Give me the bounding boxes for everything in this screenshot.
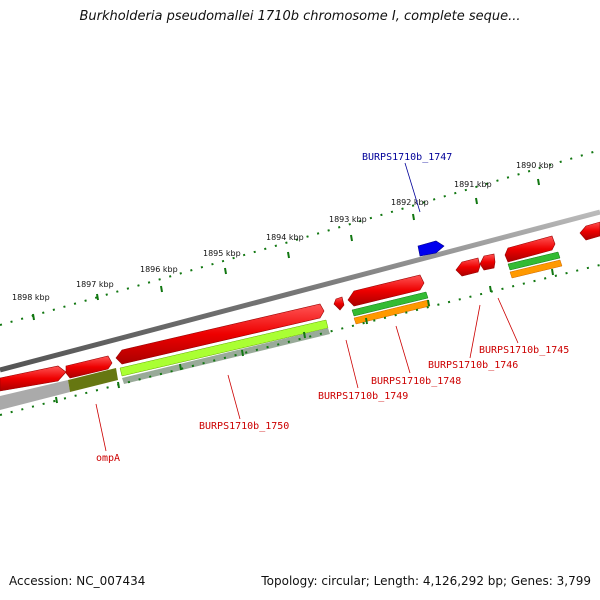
gene-arrow (333, 296, 345, 311)
gene-label-1746: BURPS1710b_1746 (428, 360, 518, 371)
gene-labels: BURPS1710b_1747 BURPS1710b_1745 BURPS171… (96, 152, 569, 464)
outer-scale-track (0, 149, 600, 326)
forward-genes (0, 221, 600, 392)
gene-arrow (479, 253, 496, 271)
gene-arrow-blue (417, 240, 445, 257)
gene-arrow (504, 235, 556, 263)
gene-label-1745: BURPS1710b_1745 (479, 345, 569, 356)
gene-label-1750: BURPS1710b_1750 (199, 421, 289, 432)
scale-label: 1894 kbp (266, 233, 304, 242)
topology-text: Topology: circular; Length: 4,126,292 bp… (261, 574, 591, 588)
scale-label: 1897 kbp (76, 280, 114, 289)
chromosome-backbone (0, 209, 600, 373)
accession-text: Accession: NC_007434 (9, 574, 146, 588)
scale-label: 1890 kbp (516, 161, 554, 170)
scale-labels: 1898 kbp 1897 kbp 1896 kbp 1895 kbp 1894… (12, 161, 554, 302)
scale-label: 1892 kbp (391, 198, 429, 207)
map-title: Burkholderia pseudomallei 1710b chromoso… (79, 9, 521, 24)
gene-arrow (65, 355, 113, 379)
gene-arrow (115, 303, 325, 365)
scale-label: 1895 kbp (203, 249, 241, 258)
gene-label-1748: BURPS1710b_1748 (371, 376, 461, 387)
gene-label-1747: BURPS1710b_1747 (362, 152, 452, 163)
scale-label: 1891 kbp (454, 180, 492, 189)
gene-label-ompA: ompA (96, 453, 120, 464)
scale-label: 1893 kbp (329, 215, 367, 224)
gene-arrow (579, 221, 600, 241)
inner-scale-track (0, 264, 600, 416)
scale-label: 1896 kbp (140, 265, 178, 274)
gene-arrow (455, 257, 481, 277)
leader-lines (95, 162, 519, 452)
scale-label: 1898 kbp (12, 293, 50, 302)
gene-arrow (0, 365, 67, 392)
gene-arrow (347, 274, 425, 307)
outer-scale-ticks (32, 178, 540, 321)
gene-label-1749: BURPS1710b_1749 (318, 391, 408, 402)
feature-strips (0, 251, 563, 410)
inner-scale-ticks (55, 268, 554, 404)
